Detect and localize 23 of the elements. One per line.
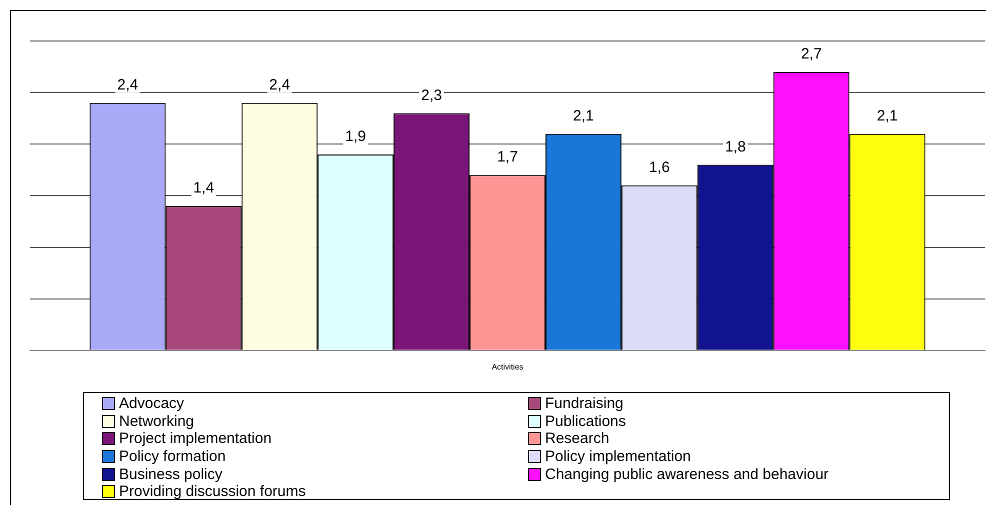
data-label: 2,3 bbox=[421, 86, 442, 104]
legend-label: Providing discussion forums bbox=[119, 483, 306, 500]
legend-label: Advocacy bbox=[119, 395, 184, 412]
data-label: 1,4 bbox=[193, 180, 214, 197]
data-label: 2,1 bbox=[876, 107, 898, 124]
legend-label: Fundraising bbox=[545, 395, 624, 412]
legend-label: Publications bbox=[545, 412, 626, 430]
data-label: 1,6 bbox=[649, 159, 670, 176]
data-label: 1,7 bbox=[497, 148, 518, 166]
data-label: 1,8 bbox=[724, 138, 746, 156]
data-label: 2,4 bbox=[117, 76, 138, 94]
legend-label: Policy implementation bbox=[545, 448, 691, 466]
legend-label: Networking bbox=[119, 412, 194, 430]
data-label: 1,9 bbox=[345, 128, 366, 146]
legend-label: Policy formation bbox=[119, 448, 226, 466]
legend-label: Project implementation bbox=[119, 430, 272, 448]
x-axis-title: Activities bbox=[492, 362, 524, 372]
data-label: 2,1 bbox=[573, 107, 594, 124]
legend-label: Research bbox=[545, 430, 610, 448]
data-label: 2,4 bbox=[269, 76, 290, 94]
data-label: 2,7 bbox=[800, 46, 822, 63]
legend-label: Changing public awareness and behaviour bbox=[545, 466, 829, 483]
legend-label: Business policy bbox=[119, 466, 222, 483]
